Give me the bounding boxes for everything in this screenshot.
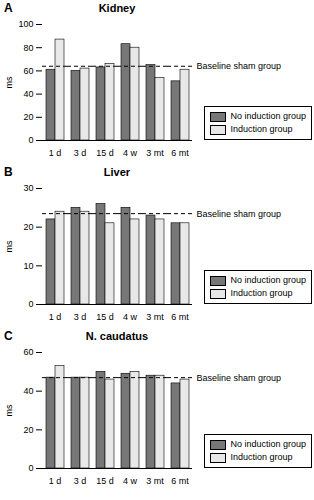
svg-text:1 d: 1 d	[49, 476, 62, 486]
svg-text:15 d: 15 d	[96, 148, 114, 158]
svg-text:3 mt: 3 mt	[146, 148, 164, 158]
html-text:B: B	[4, 165, 13, 179]
svg-text:6 mt: 6 mt	[171, 148, 189, 158]
svg-text:6 mt: 6 mt	[171, 476, 189, 486]
html-text:Kidney: Kidney	[98, 2, 136, 14]
svg-text:10: 10	[23, 261, 33, 271]
svg-text:40: 40	[23, 386, 33, 396]
svg-text:3 d: 3 d	[74, 476, 87, 486]
html-text:N. caudatus: N. caudatus	[85, 330, 149, 342]
svg-text:0: 0	[28, 463, 33, 473]
svg-text:4 w: 4 w	[123, 476, 138, 486]
svg-text:20: 20	[23, 112, 33, 122]
html-text:Induction group: Induction group	[230, 452, 293, 462]
svg-text:6 mt: 6 mt	[171, 312, 189, 322]
svg-text:1 d: 1 d	[49, 312, 62, 322]
svg-text:15 d: 15 d	[96, 476, 114, 486]
svg-text:4 w: 4 w	[123, 148, 138, 158]
svg-text:ms: ms	[4, 76, 14, 88]
html-text:A: A	[4, 1, 13, 15]
svg-text:0: 0	[28, 135, 33, 145]
svg-text:ms: ms	[4, 240, 14, 252]
svg-text:20: 20	[23, 222, 33, 232]
svg-text:15 d: 15 d	[96, 312, 114, 322]
svg-text:3 mt: 3 mt	[146, 476, 164, 486]
svg-text:60: 60	[23, 347, 33, 357]
html-text:C: C	[4, 329, 13, 343]
svg-text:3 d: 3 d	[74, 312, 87, 322]
svg-text:3 d: 3 d	[74, 148, 87, 158]
svg-text:60: 60	[23, 66, 33, 76]
html-text:Induction group: Induction group	[230, 288, 293, 298]
svg-text:100: 100	[18, 19, 33, 29]
svg-text:40: 40	[23, 89, 33, 99]
svg-text:30: 30	[23, 183, 33, 193]
svg-text:4 w: 4 w	[123, 312, 138, 322]
svg-text:Baseline sham group: Baseline sham group	[197, 373, 282, 383]
svg-text:1 d: 1 d	[49, 148, 62, 158]
html-text:Induction group: Induction group	[230, 124, 293, 134]
svg-text:3 mt: 3 mt	[146, 312, 164, 322]
svg-text:ms: ms	[4, 404, 14, 416]
svg-text:0: 0	[28, 299, 33, 309]
html-text:No induction group: No induction group	[230, 111, 306, 121]
svg-text:Baseline sham group: Baseline sham group	[197, 209, 282, 219]
html-text:Liver: Liver	[103, 166, 131, 178]
svg-text:Baseline sham group: Baseline sham group	[197, 61, 282, 71]
svg-text:80: 80	[23, 43, 33, 53]
html-text:No induction group: No induction group	[230, 439, 306, 449]
svg-text:20: 20	[23, 425, 33, 435]
html-text:No induction group: No induction group	[230, 275, 306, 285]
